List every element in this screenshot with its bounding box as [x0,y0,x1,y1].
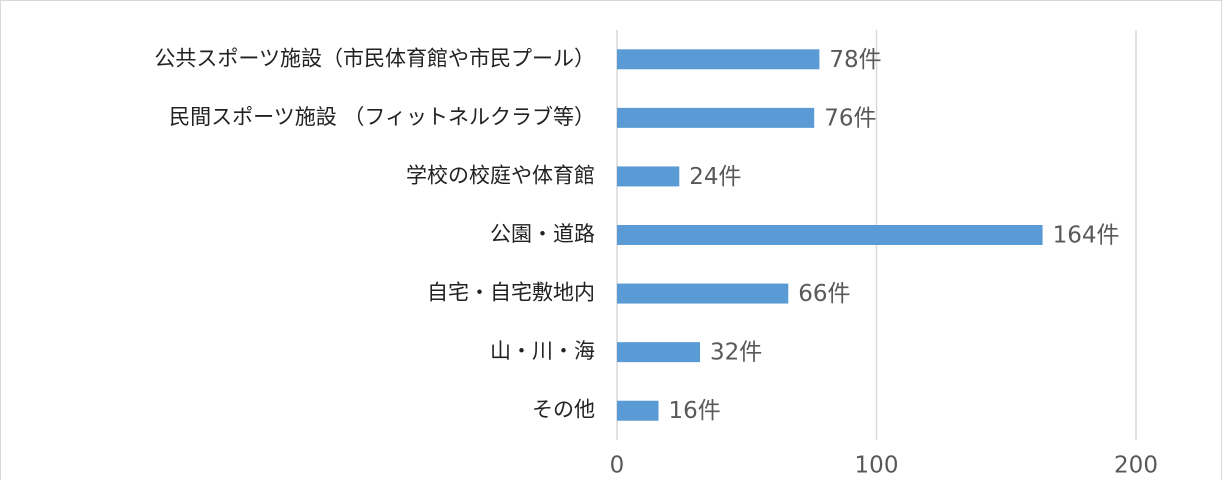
y-tick-label: 民間スポーツ施設 （フィットネルクラブ等） [169,105,595,129]
bar [617,166,680,187]
data-label: 78件 [829,47,881,73]
bar [617,225,1043,245]
data-label: 66件 [798,281,850,307]
y-tick-label: 自宅・自宅敷地内 [427,281,595,305]
data-label: 24件 [689,164,741,190]
bar [617,49,820,70]
x-tick-label: 0 [610,453,625,479]
y-tick-label: 公園・道路 [490,222,595,246]
y-tick-label: 山・川・海 [490,339,595,363]
data-label: 164件 [1053,223,1120,249]
data-label: 32件 [710,340,762,366]
data-label: 16件 [669,398,721,424]
bar [617,342,701,363]
bar [617,107,815,128]
bar [617,283,789,304]
y-tick-label: 学校の校庭や体育館 [406,163,595,187]
y-tick-label: その他 [532,398,595,422]
data-label: 76件 [824,105,876,131]
x-tick-label: 200 [1114,453,1158,479]
bar [617,400,659,421]
y-tick-label: 公共スポーツ施設（市民体育館や市民プール） [154,46,595,70]
x-tick-label: 100 [855,453,899,479]
